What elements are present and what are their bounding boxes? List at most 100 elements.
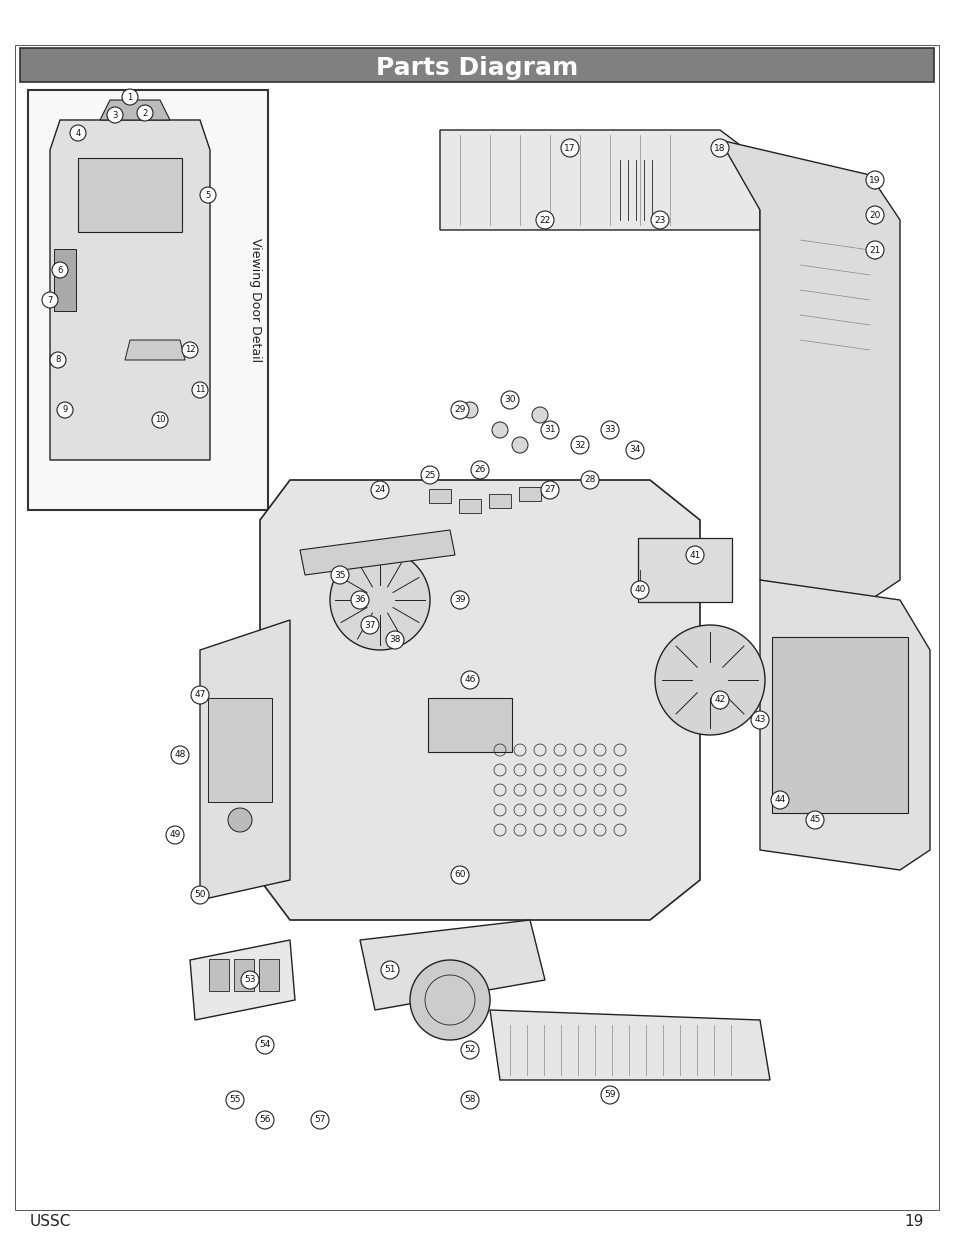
Circle shape (600, 421, 618, 438)
Circle shape (152, 412, 168, 429)
Circle shape (122, 89, 138, 105)
Text: 6: 6 (57, 266, 63, 274)
FancyBboxPatch shape (771, 637, 907, 813)
FancyBboxPatch shape (208, 698, 272, 802)
Circle shape (192, 382, 208, 398)
Circle shape (166, 826, 184, 844)
Text: 5: 5 (205, 190, 211, 200)
Circle shape (451, 401, 469, 419)
Circle shape (460, 1091, 478, 1109)
Circle shape (805, 811, 823, 829)
Circle shape (512, 437, 527, 453)
Text: 18: 18 (714, 143, 725, 152)
Circle shape (171, 746, 189, 764)
Circle shape (330, 550, 430, 650)
Circle shape (70, 125, 86, 141)
FancyBboxPatch shape (429, 489, 451, 503)
Circle shape (451, 592, 469, 609)
FancyBboxPatch shape (54, 249, 76, 311)
Text: 53: 53 (244, 976, 255, 984)
Circle shape (460, 1041, 478, 1058)
Polygon shape (439, 130, 760, 230)
FancyBboxPatch shape (428, 698, 512, 752)
FancyBboxPatch shape (78, 158, 182, 232)
Circle shape (865, 241, 883, 259)
Circle shape (492, 422, 507, 438)
Circle shape (191, 885, 209, 904)
Polygon shape (359, 920, 544, 1010)
Text: 39: 39 (454, 595, 465, 604)
FancyBboxPatch shape (518, 487, 540, 501)
Circle shape (386, 631, 403, 650)
Circle shape (255, 1036, 274, 1053)
Text: 38: 38 (389, 636, 400, 645)
Text: 30: 30 (504, 395, 516, 405)
Circle shape (710, 140, 728, 157)
Circle shape (191, 685, 209, 704)
Circle shape (461, 403, 477, 417)
Polygon shape (260, 480, 700, 920)
Circle shape (255, 1112, 274, 1129)
Text: 60: 60 (454, 871, 465, 879)
Circle shape (57, 403, 73, 417)
Text: 34: 34 (629, 446, 640, 454)
Text: 45: 45 (808, 815, 820, 825)
Text: 2: 2 (142, 109, 148, 117)
FancyBboxPatch shape (458, 499, 480, 513)
Text: 51: 51 (384, 966, 395, 974)
Text: 19: 19 (903, 1214, 923, 1230)
Text: 56: 56 (259, 1115, 271, 1125)
Circle shape (52, 262, 68, 278)
Text: 7: 7 (48, 295, 52, 305)
Circle shape (571, 436, 588, 454)
Circle shape (360, 616, 378, 634)
Text: 47: 47 (194, 690, 206, 699)
Circle shape (107, 107, 123, 124)
FancyBboxPatch shape (489, 494, 511, 508)
Text: 25: 25 (424, 471, 436, 479)
Circle shape (580, 471, 598, 489)
Text: 58: 58 (464, 1095, 476, 1104)
Circle shape (410, 960, 490, 1040)
Text: 28: 28 (583, 475, 595, 484)
Text: 26: 26 (474, 466, 485, 474)
FancyBboxPatch shape (638, 538, 731, 601)
Text: 36: 36 (354, 595, 365, 604)
Polygon shape (100, 100, 170, 120)
Text: 27: 27 (544, 485, 555, 494)
Circle shape (351, 592, 369, 609)
Circle shape (560, 140, 578, 157)
Circle shape (865, 170, 883, 189)
Text: 17: 17 (563, 143, 576, 152)
Text: 20: 20 (868, 210, 880, 220)
Text: 35: 35 (334, 571, 345, 579)
Circle shape (710, 692, 728, 709)
FancyBboxPatch shape (209, 960, 229, 990)
Circle shape (311, 1112, 329, 1129)
Polygon shape (490, 1010, 769, 1079)
FancyBboxPatch shape (233, 960, 253, 990)
Circle shape (770, 790, 788, 809)
Text: USSC: USSC (30, 1214, 71, 1230)
Text: Viewing Door Detail: Viewing Door Detail (250, 238, 262, 362)
Polygon shape (760, 580, 929, 869)
Text: 22: 22 (538, 215, 550, 225)
Text: 9: 9 (62, 405, 68, 415)
Circle shape (241, 971, 258, 989)
Text: 19: 19 (868, 175, 880, 184)
Circle shape (600, 1086, 618, 1104)
Text: 21: 21 (868, 246, 880, 254)
Circle shape (200, 186, 215, 203)
Circle shape (460, 671, 478, 689)
Text: 8: 8 (55, 356, 61, 364)
Text: 41: 41 (689, 551, 700, 559)
Text: 52: 52 (464, 1046, 476, 1055)
Text: 4: 4 (75, 128, 81, 137)
Circle shape (420, 466, 438, 484)
Circle shape (532, 408, 547, 424)
Text: Parts Diagram: Parts Diagram (375, 56, 578, 80)
Text: 12: 12 (185, 346, 195, 354)
FancyBboxPatch shape (258, 960, 278, 990)
Circle shape (226, 1091, 244, 1109)
Polygon shape (200, 620, 290, 900)
